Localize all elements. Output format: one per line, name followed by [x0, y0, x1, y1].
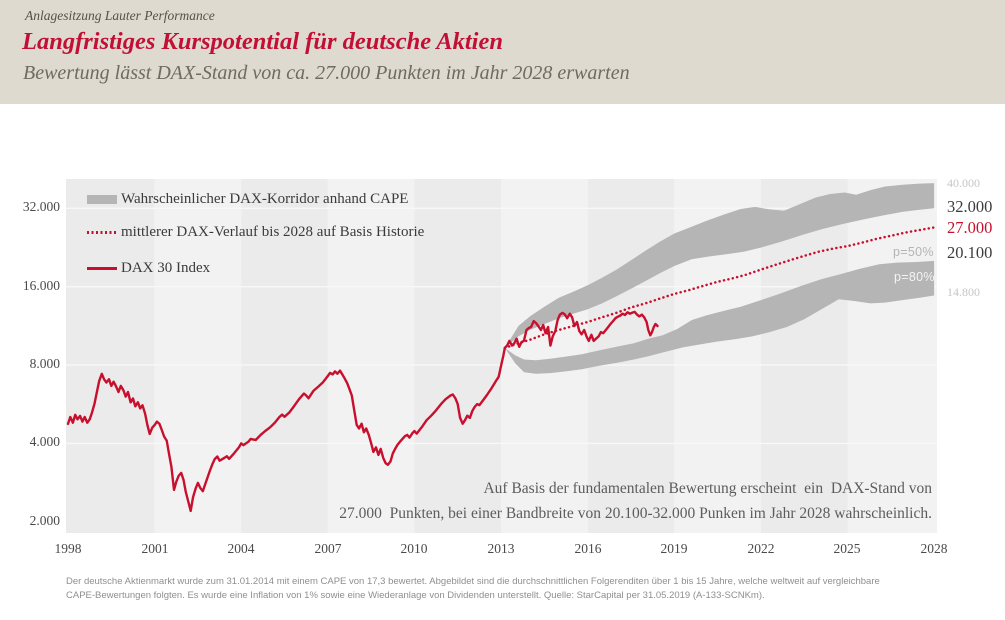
y-axis-label-right: 32.000 [947, 197, 993, 216]
legend-item-dax: DAX 30 Index [87, 260, 210, 277]
source-footnote: Der deutsche Aktienmarkt wurde zum 31.01… [66, 575, 946, 603]
y-axis-label-left: 4.000 [29, 434, 60, 449]
annotation-line-2: 27.000 Punkten, bei einer Bandbreite von… [339, 505, 932, 523]
x-axis-label: 2004 [227, 541, 255, 556]
legend-label: DAX 30 Index [121, 260, 211, 276]
dotted-line-swatch [87, 231, 117, 234]
x-axis-label: 2010 [400, 541, 428, 556]
legend-label: mittlerer DAX-Verlauf bis 2028 auf Basis… [121, 224, 425, 240]
y-axis-label-left: 16.000 [22, 278, 60, 293]
plot-stripe [414, 179, 502, 533]
y-axis-label-right: 27.000 [947, 218, 993, 237]
plot-stripe [847, 179, 937, 533]
annotation-line-1: Auf Basis der fundamentalen Bewertung er… [483, 480, 932, 497]
solid-line-swatch [87, 267, 117, 270]
legend-item-corridor: Wahrscheinlicher DAX-Korridor anhand CAP… [87, 191, 408, 208]
footnote-line-2: CAPE-Bewertungen folgten. Es wurde eine … [66, 589, 765, 601]
plot-stripe [66, 179, 155, 533]
chart-panel [66, 179, 937, 533]
legend-item-median: mittlerer DAX-Verlauf bis 2028 auf Basis… [87, 224, 424, 241]
x-axis-label: 2007 [314, 541, 342, 556]
x-axis-label: 2001 [141, 541, 169, 556]
x-axis-label: 1998 [54, 541, 82, 556]
y-axis-label-left: 2.000 [29, 513, 60, 528]
plot-stripe [154, 179, 242, 533]
x-axis-label: 2019 [660, 541, 688, 556]
page-subtitle: Bewertung lässt DAX-Stand von ca. 27.000… [23, 62, 630, 84]
y-axis-label-right: 14.800 [947, 285, 980, 299]
header-band: Anlagesitzung Lauter Performance Langfri… [0, 0, 1005, 104]
plot-stripe [241, 179, 328, 533]
legend-label: Wahrscheinlicher DAX-Korridor anhand CAP… [121, 191, 409, 207]
plot-stripe [327, 179, 415, 533]
page-title: Langfristiges Kurspotential für deutsche… [22, 28, 503, 55]
probability-label-80: p=80% [894, 270, 935, 284]
eyebrow-text: Anlagesitzung Lauter Performance [25, 8, 215, 23]
upper-corridor-band [504, 183, 935, 348]
y-axis-label-left: 8.000 [29, 356, 60, 371]
dax-line [66, 310, 659, 513]
footnote-line-1: Der deutsche Aktienmarkt wurde zum 31.01… [66, 576, 880, 587]
y-axis-label-right: 40.000 [947, 176, 980, 190]
x-axis-label: 2025 [833, 541, 861, 556]
x-axis-label: 2022 [747, 541, 775, 556]
chart-annotation: Auf Basis der fundamentalen Bewertung er… [339, 476, 932, 526]
probability-label-50: p=50% [893, 245, 934, 259]
lower-corridor-band [504, 260, 935, 374]
x-axis-label: 2013 [487, 541, 515, 556]
x-axis-label: 2028 [920, 541, 948, 556]
y-axis-label-right: 20.100 [947, 243, 993, 262]
corridor-band-swatch [87, 195, 117, 204]
x-axis-label: 2016 [574, 541, 602, 556]
y-axis-label-left: 32.000 [22, 199, 60, 214]
dax-forecast-chart [66, 179, 937, 533]
